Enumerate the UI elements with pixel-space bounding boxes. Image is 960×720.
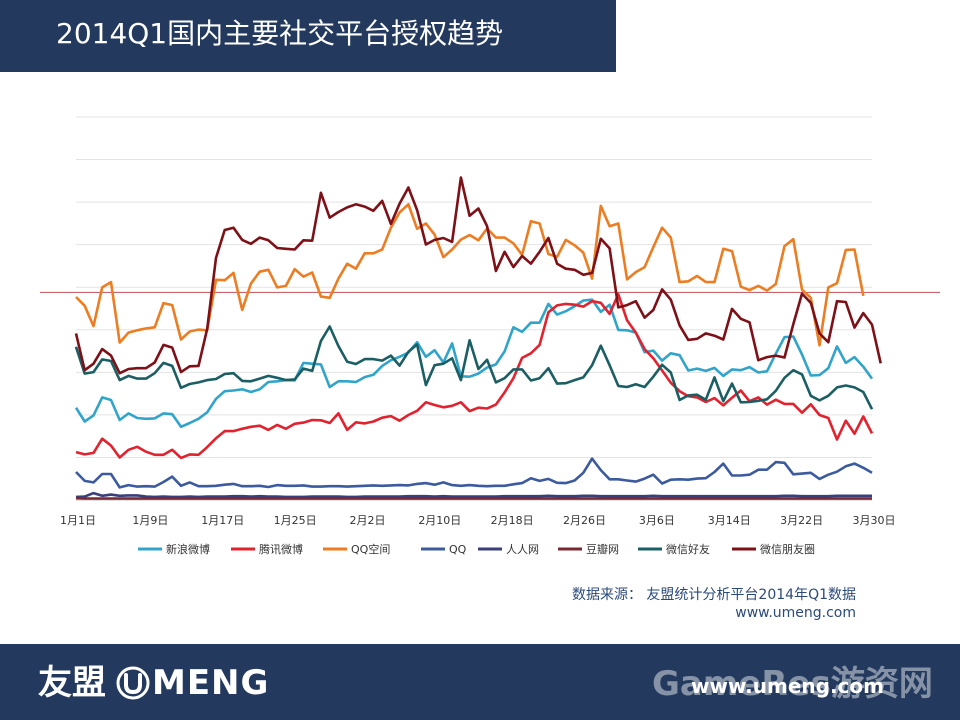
series-line-5 bbox=[75, 491, 872, 499]
brand-name-en: MENG bbox=[152, 663, 270, 703]
x-tick-label: 3月6日 bbox=[639, 514, 675, 527]
legend-label: QQ bbox=[449, 543, 467, 556]
footer-url[interactable]: www.umeng.com bbox=[691, 674, 884, 698]
x-tick-label: 3月14日 bbox=[708, 514, 751, 527]
umeng-logo-icon bbox=[116, 666, 150, 700]
series-layer bbox=[74, 176, 882, 500]
x-tick-label: 1月17日 bbox=[201, 514, 244, 527]
x-tick-label: 1月25日 bbox=[274, 514, 317, 527]
legend-label: 腾讯微博 bbox=[259, 542, 303, 556]
x-tick-label: 2月26日 bbox=[563, 514, 606, 527]
series-line-1 bbox=[74, 298, 874, 429]
grid-layer bbox=[76, 116, 872, 501]
x-tick-label: 2月10日 bbox=[418, 514, 461, 527]
data-source-url[interactable]: www.umeng.com bbox=[735, 605, 856, 621]
x-tick-label: 1月1日 bbox=[60, 514, 96, 527]
legend-label: 微信好友 bbox=[666, 542, 710, 556]
x-tick-label: 2月18日 bbox=[491, 514, 534, 527]
title-bar: 2014Q1国内主要社交平台授权趋势 bbox=[0, 0, 616, 72]
x-tick-label: 3月22日 bbox=[780, 514, 823, 527]
series-line-4 bbox=[75, 457, 873, 489]
line-chart: 1月1日 1月9日 1月17日 1月25日 2月2日 2月10日 2月18日 2月26日 3月6… bbox=[40, 116, 940, 556]
brand-name-cn: 友盟 bbox=[38, 663, 106, 703]
data-source-label: 数据来源： 友盟统计分析平台2014年Q1数据 bbox=[571, 587, 856, 603]
watermark: GameRes游资网 bbox=[652, 664, 933, 704]
legend-label: 新浪微博 bbox=[166, 542, 210, 556]
legend-label: QQ空间 bbox=[351, 542, 390, 556]
series-line-3 bbox=[75, 203, 865, 347]
footer-bar: 友盟 MENG GameRes游资网 www.umeng.com bbox=[0, 644, 960, 720]
x-tick-label: 2月2日 bbox=[349, 514, 385, 527]
x-axis-ticks: 1月1日 1月9日 1月17日 1月25日 2月2日 2月10日 2月18日 2月26日 3月6… bbox=[60, 514, 896, 527]
legend-label: 微信朋友圈 bbox=[760, 542, 815, 556]
x-tick-label: 3月30日 bbox=[853, 514, 896, 527]
series-line-7 bbox=[74, 325, 874, 410]
x-tick-label: 1月9日 bbox=[132, 514, 168, 527]
series-line-2 bbox=[75, 292, 874, 460]
legend-label: 人人网 bbox=[506, 543, 539, 556]
series-line-8 bbox=[74, 176, 882, 375]
legend: 新浪微博 腾讯微博 QQ空间 QQ 人人网 豆瓣网 微信好友 微信朋友圈 bbox=[138, 542, 815, 556]
legend-label: 豆瓣网 bbox=[586, 542, 619, 556]
page-title: 2014Q1国内主要社交平台授权趋势 bbox=[56, 17, 504, 50]
